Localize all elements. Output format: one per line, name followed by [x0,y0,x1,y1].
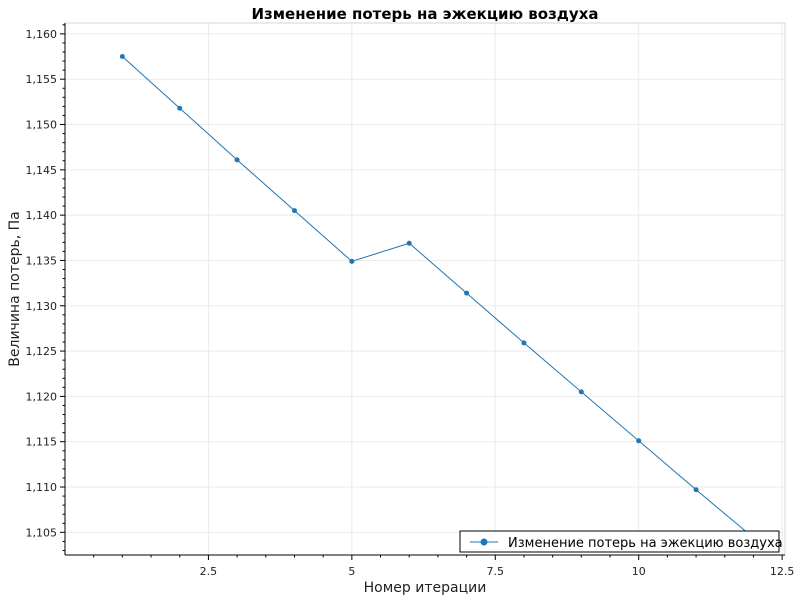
y-axis-title: Величина потерь, Па [7,211,23,366]
data-point [521,340,527,346]
series-line [122,56,754,539]
legend-box [459,530,780,553]
x-tick-label: 12.5 [770,565,795,578]
legend-marker-swatch [480,538,488,546]
y-tick-label: 1,115 [26,436,58,449]
y-tick-label: 1,130 [26,300,58,313]
series-layer [119,54,756,541]
y-tick-label: 1,125 [26,345,58,358]
data-point [177,105,183,111]
data-point [349,258,355,264]
y-tick-label: 1,145 [26,164,58,177]
chart-title: Изменение потерь на эжекцию воздуха [251,5,598,23]
axes: 2.5 5 7.5 10 12.5 1,105 1,110 1,115 1,120 1,125 1,… [26,23,795,578]
x-tick-label: 5 [348,565,355,578]
legend-entry-label: Изменение потерь на эжекцию воздуха [508,536,783,551]
legend: Изменение потерь на эжекцию воздуха [459,530,783,553]
grid [65,23,785,555]
y-tick-label: 1,160 [26,28,58,41]
y-tick-label: 1,155 [26,73,58,86]
data-point [578,389,584,395]
data-point [234,157,240,163]
data-point [406,240,412,246]
x-axis-title: Номер итерации [364,580,487,596]
y-tick-label: 1,110 [26,481,58,494]
y-tick-label: 1,105 [26,526,58,539]
data-point [464,290,470,296]
y-tick-label: 1,140 [26,209,58,222]
y-tick-label: 1,120 [26,390,58,403]
data-point [636,438,642,444]
y-tick-label: 1,150 [26,119,58,132]
x-tick-label: 7.5 [487,565,505,578]
data-point [693,487,699,493]
data-point [119,54,125,60]
x-tick-label: 10 [632,565,646,578]
x-tick-label: 2.5 [200,565,218,578]
y-tick-label: 1,135 [26,254,58,267]
data-point [291,208,297,214]
